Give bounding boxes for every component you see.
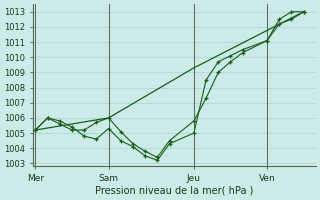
X-axis label: Pression niveau de la mer( hPa ): Pression niveau de la mer( hPa ) bbox=[95, 186, 253, 196]
